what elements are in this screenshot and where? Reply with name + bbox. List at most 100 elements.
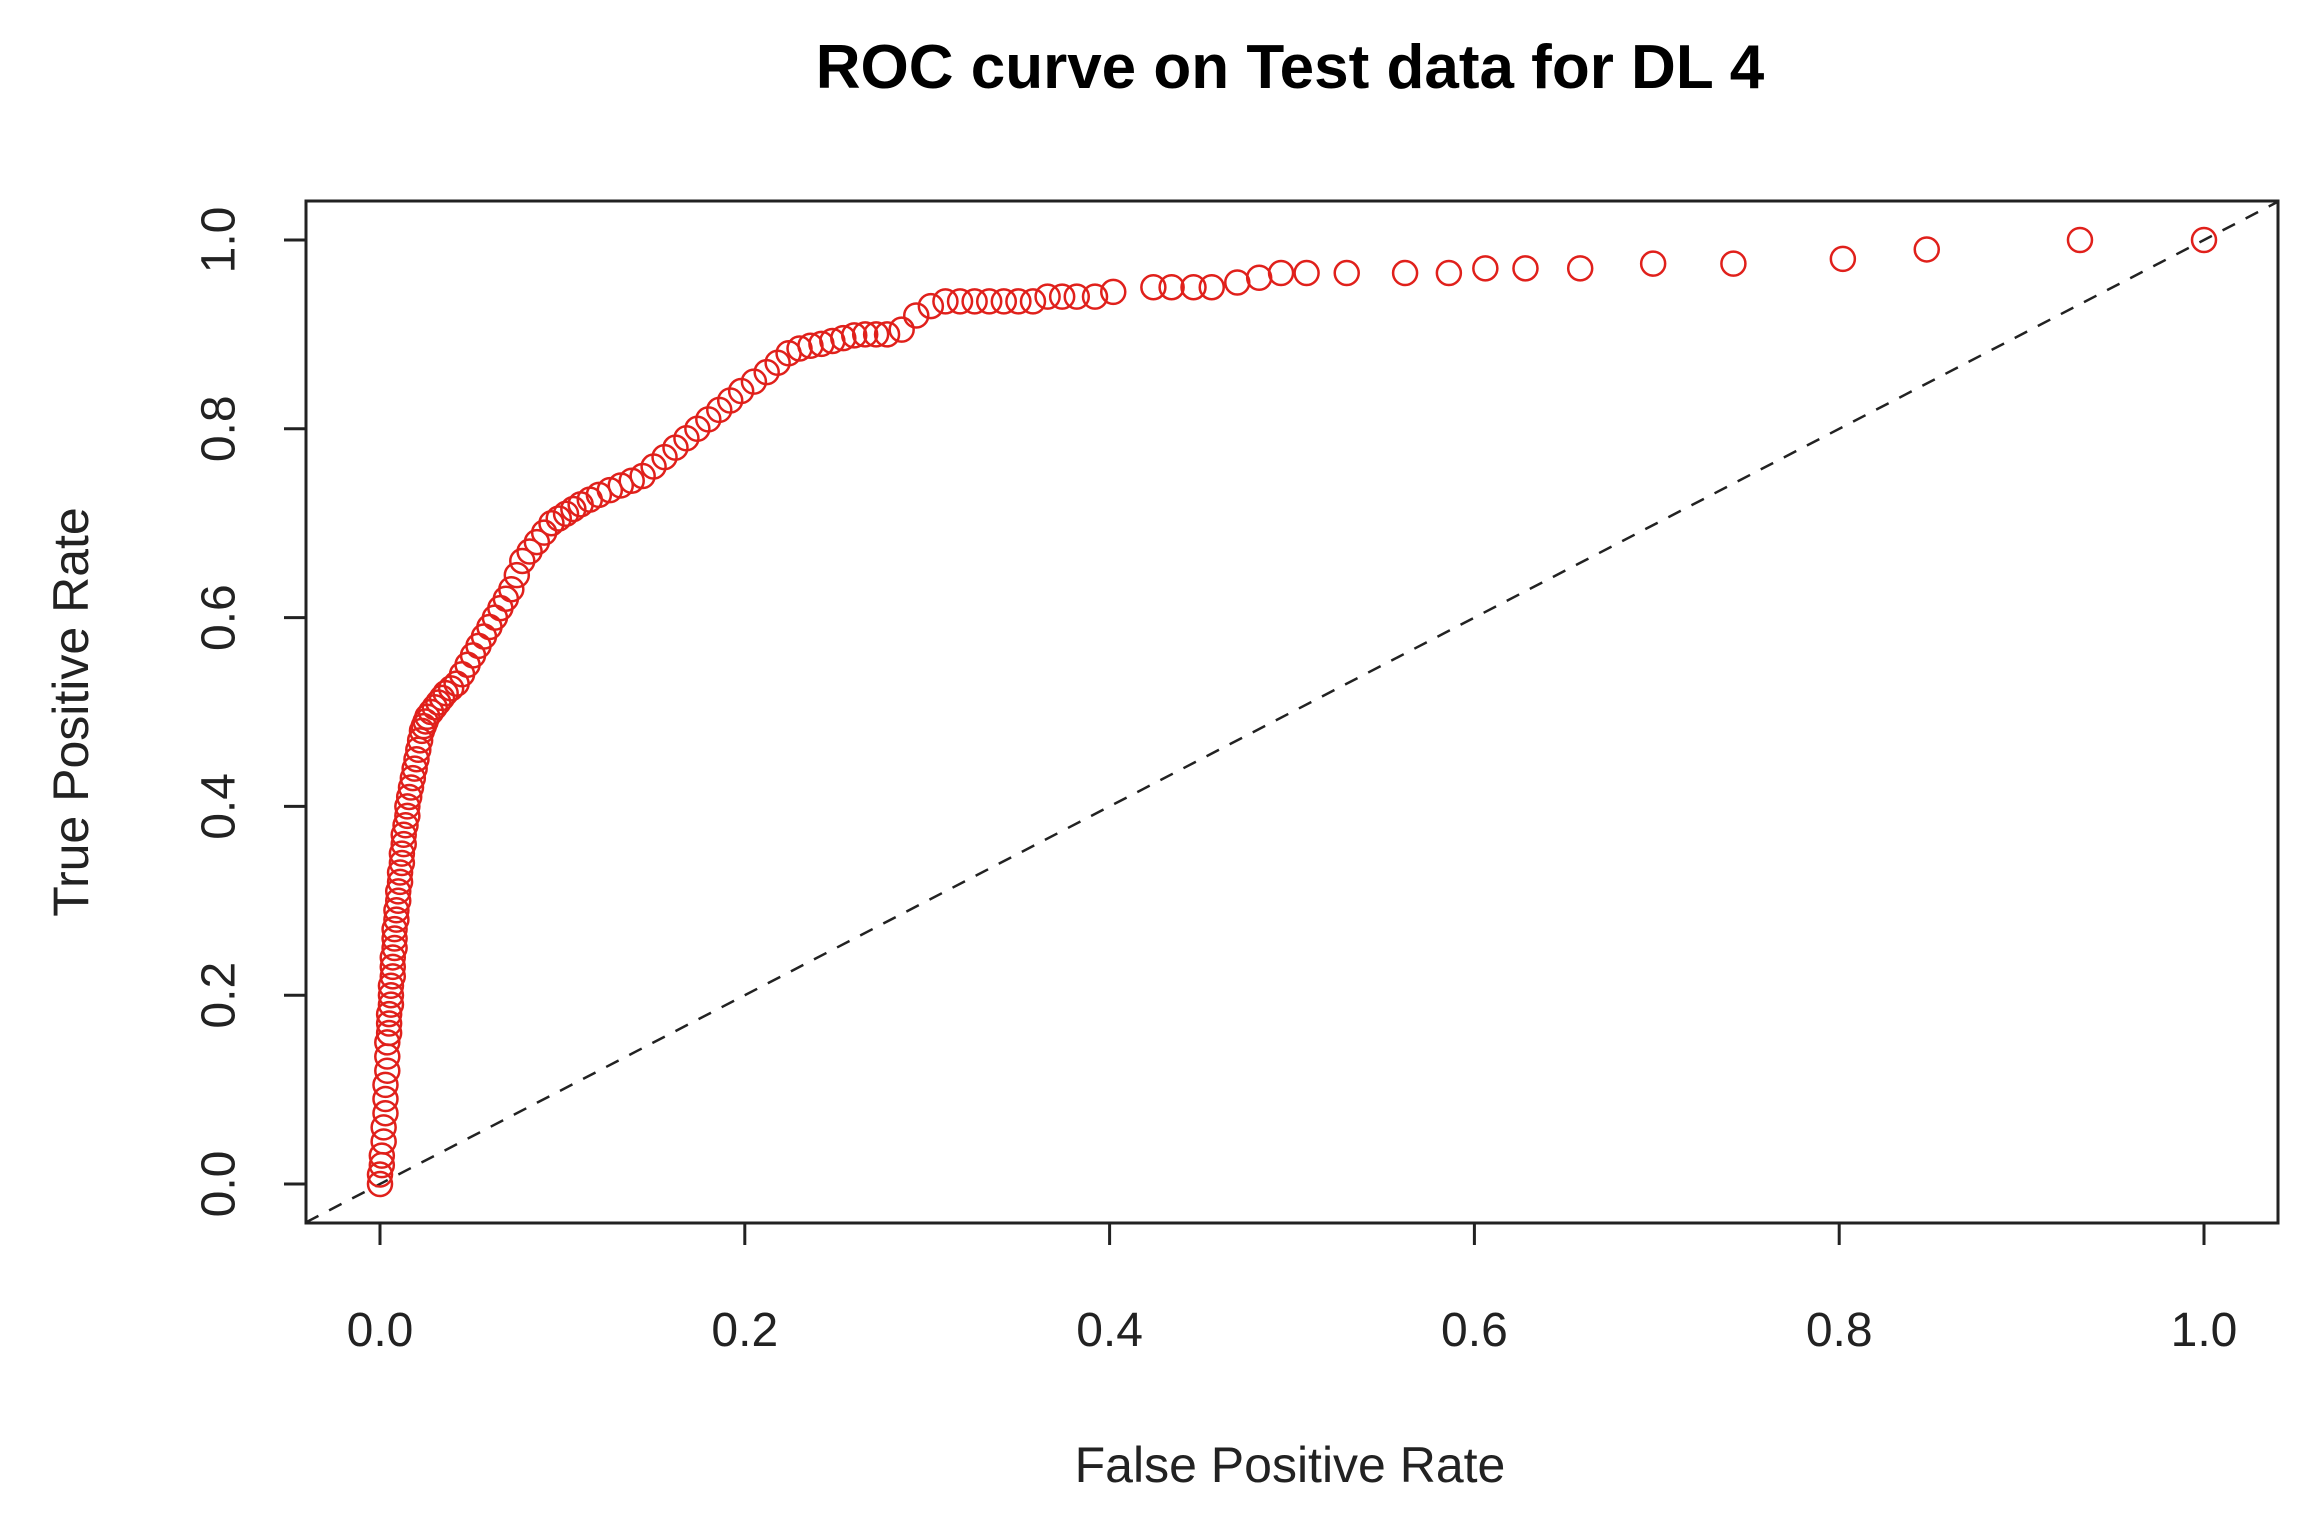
y-tick-label: 0.8: [193, 395, 246, 462]
data-point: [523, 528, 551, 556]
data-point: [1720, 250, 1747, 277]
data-point: [509, 547, 536, 575]
data-point: [851, 321, 879, 348]
x-tick-label: 0.4: [1076, 1304, 1143, 1357]
data-point: [888, 316, 915, 343]
data-point: [375, 1019, 403, 1047]
data-point: [1267, 259, 1295, 287]
data-point: [1099, 278, 1127, 306]
data-point: [1639, 250, 1667, 277]
data-point: [388, 840, 416, 867]
y-tick-label: 0.4: [193, 773, 246, 840]
data-point: [401, 755, 428, 782]
data-point: [388, 849, 416, 877]
y-tick-label: 1.0: [193, 207, 246, 274]
data-point: [392, 812, 419, 839]
data-point: [1829, 245, 1857, 273]
data-point: [862, 321, 890, 348]
x-axis-label: False Positive Rate: [1075, 1437, 1506, 1493]
data-point: [903, 302, 930, 329]
data-point: [381, 934, 408, 962]
data-point: [830, 324, 857, 352]
chart-title: ROC curve on Test data for DL 4: [816, 33, 1765, 102]
data-point: [372, 1071, 399, 1099]
x-tick-label: 0.8: [1806, 1304, 1873, 1357]
data-point: [383, 906, 410, 933]
data-point: [394, 802, 421, 830]
data-point: [370, 1114, 397, 1141]
data-point: [1140, 273, 1167, 301]
data-point: [498, 576, 525, 603]
data-point: [397, 774, 425, 801]
data-point: [1063, 283, 1091, 310]
data-point: [1472, 255, 1499, 282]
data-point: [379, 963, 407, 990]
data-point: [386, 868, 414, 896]
data-point: [383, 896, 410, 924]
data-point: [975, 288, 1003, 315]
data-point: [374, 1029, 401, 1056]
data-point: [1180, 273, 1207, 301]
data-point: [374, 1043, 401, 1070]
data-point: [399, 764, 427, 792]
data-point: [990, 288, 1018, 315]
data-point: [1019, 288, 1047, 315]
data-point: [538, 509, 565, 537]
data-point: [390, 821, 417, 848]
data-point: [384, 878, 412, 905]
y-tick-label: 0.6: [193, 584, 246, 651]
data-point: [545, 505, 573, 532]
data-point: [372, 1085, 399, 1113]
data-point: [1435, 259, 1463, 287]
data-point: [1034, 283, 1061, 310]
data-point: [560, 495, 587, 523]
data-point: [381, 925, 408, 952]
data-point: [1198, 273, 1225, 301]
data-point: [386, 859, 414, 886]
data-point: [379, 953, 407, 981]
data-point: [375, 1000, 403, 1028]
data-point: [379, 944, 407, 971]
data-point: [917, 292, 945, 320]
data-point: [384, 887, 412, 915]
data-point: [390, 830, 417, 858]
reference-diagonal: [305, 200, 2279, 1224]
data-point: [406, 727, 434, 754]
data-point: [1245, 264, 1273, 292]
data-point: [1512, 255, 1539, 282]
data-point: [503, 561, 531, 589]
data-point: [840, 322, 868, 349]
data-point: [2190, 226, 2218, 254]
data-point: [381, 915, 408, 943]
data-point: [2066, 226, 2094, 254]
data-point: [377, 981, 405, 1009]
data-point: [370, 1128, 397, 1155]
data-point: [372, 1099, 399, 1127]
x-tick-label: 1.0: [2171, 1304, 2238, 1357]
data-point: [366, 1170, 394, 1198]
data-point: [932, 288, 959, 315]
data-point: [530, 519, 558, 546]
data-point: [1158, 273, 1185, 301]
data-point: [1048, 283, 1076, 310]
y-axis: 0.0 0.2 0.4 0.6 0.8 1.0: [193, 207, 308, 1218]
x-tick-label: 0.0: [347, 1304, 414, 1357]
data-point: [375, 1010, 403, 1037]
data-point: [552, 500, 580, 528]
data-point: [961, 288, 988, 315]
y-axis-label: True Positive Rate: [43, 507, 99, 916]
data-point: [1005, 288, 1032, 315]
x-tick-label: 0.2: [711, 1304, 778, 1357]
data-point: [403, 745, 430, 773]
data-point: [374, 1057, 401, 1084]
points-group: [366, 226, 2218, 1198]
data-point: [1913, 236, 1941, 263]
data-point: [516, 538, 543, 565]
data-point: [366, 1161, 394, 1188]
y-tick-label: 0.0: [193, 1151, 246, 1218]
data-point: [873, 321, 901, 348]
data-point: [368, 1142, 396, 1169]
data-point: [1224, 269, 1251, 296]
data-point: [946, 288, 974, 315]
